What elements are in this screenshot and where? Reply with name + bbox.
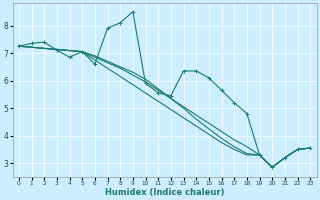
X-axis label: Humidex (Indice chaleur): Humidex (Indice chaleur) <box>105 188 224 197</box>
